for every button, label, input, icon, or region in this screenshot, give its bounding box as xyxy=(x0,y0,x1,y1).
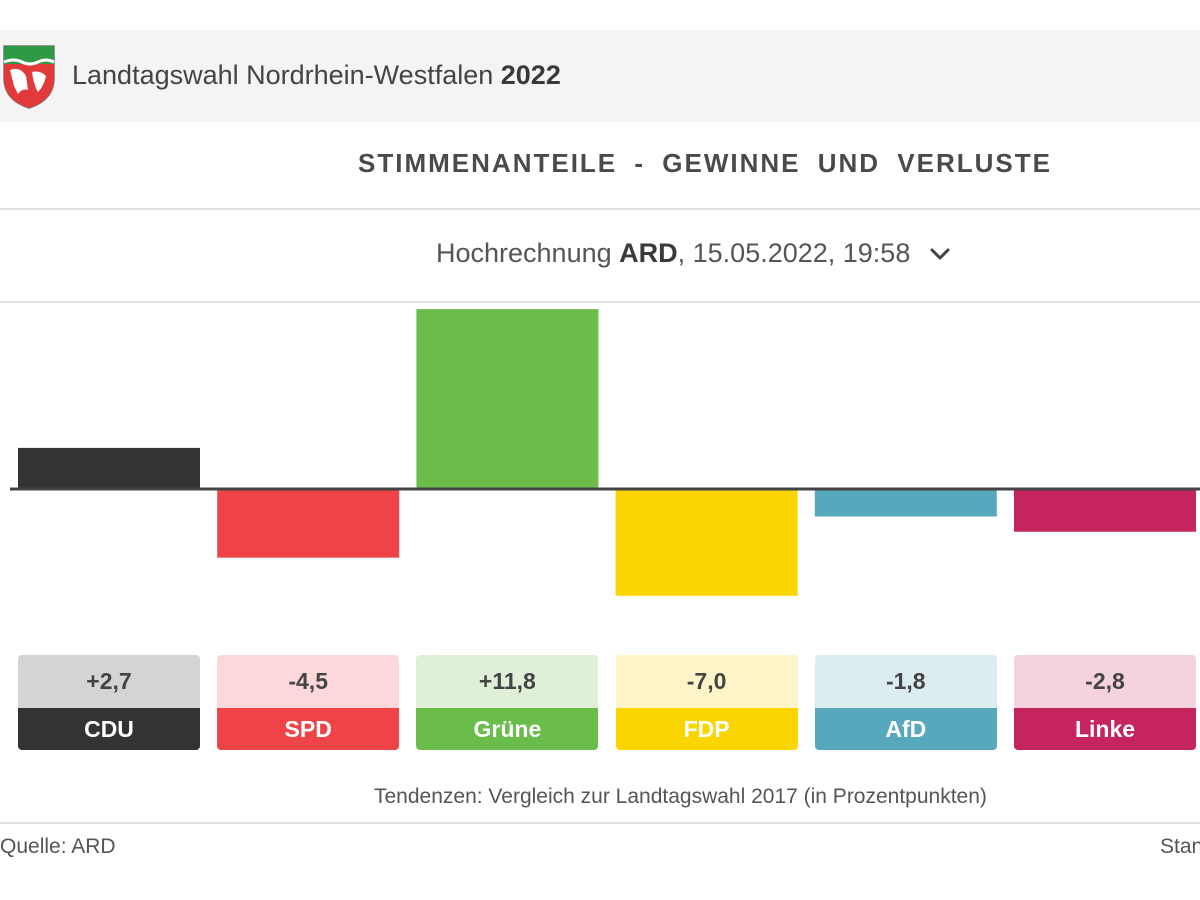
projection-datetime: , 15.05.2022, 19:58 xyxy=(677,238,911,268)
value-label: -4,5 xyxy=(217,655,400,708)
divider xyxy=(0,301,1200,303)
value-label: -7,0 xyxy=(615,655,798,708)
value-label: -1,8 xyxy=(814,655,997,708)
party-label: AfD xyxy=(814,708,997,750)
stand-label: Stan xyxy=(1160,835,1200,858)
bar-afd xyxy=(814,489,997,517)
bar-spd xyxy=(217,489,400,558)
party-tiles: +2,7 CDU -4,5 SPD +11,8 Grüne -7,0 FDP -1,8 AfD -2… xyxy=(0,655,1200,751)
chevron-down-icon xyxy=(930,248,950,259)
value-label: -2,8 xyxy=(1014,655,1196,708)
party-tile-linke: -2,8 Linke xyxy=(1014,655,1196,750)
page-title: Landtagswahl Nordrhein-Westfalen 2022 xyxy=(72,60,561,91)
election-name: Landtagswahl Nordrhein-Westfalen xyxy=(72,60,494,90)
chart-heading: STIMMENANTEILE - GEWINNE UND VERLUSTE xyxy=(358,148,1052,178)
nrw-coat-of-arms-icon xyxy=(3,45,55,109)
projection-selector[interactable]: Hochrechnung ARD, 15.05.2022, 19:58 xyxy=(436,238,952,269)
election-year: 2022 xyxy=(500,60,561,90)
value-label: +2,7 xyxy=(18,655,200,708)
bar-grüne xyxy=(416,309,599,490)
party-tile-afd: -1,8 AfD xyxy=(814,655,997,750)
value-label: +11,8 xyxy=(416,655,599,708)
party-label: FDP xyxy=(615,708,798,750)
party-label: Grüne xyxy=(416,708,599,750)
projection-source: ARD xyxy=(619,238,678,268)
source-label: Quelle: ARD xyxy=(0,835,116,858)
bar-cdu xyxy=(18,447,200,490)
bar-linke xyxy=(1014,489,1196,532)
divider xyxy=(0,208,1200,210)
party-tile-grüne: +11,8 Grüne xyxy=(416,655,599,750)
bar-chart xyxy=(10,309,1200,596)
projection-prefix: Hochrechnung xyxy=(436,238,612,268)
bar-fdp xyxy=(615,489,798,596)
party-tile-fdp: -7,0 FDP xyxy=(615,655,798,750)
party-label: SPD xyxy=(217,708,400,750)
chart-note: Tendenzen: Vergleich zur Landtagswahl 20… xyxy=(374,785,987,808)
party-label: CDU xyxy=(18,708,200,750)
divider xyxy=(0,822,1200,824)
header-bar: Landtagswahl Nordrhein-Westfalen 2022 xyxy=(0,30,1200,122)
party-tile-spd: -4,5 SPD xyxy=(217,655,400,750)
party-tile-cdu: +2,7 CDU xyxy=(18,655,200,750)
party-label: Linke xyxy=(1014,708,1196,750)
